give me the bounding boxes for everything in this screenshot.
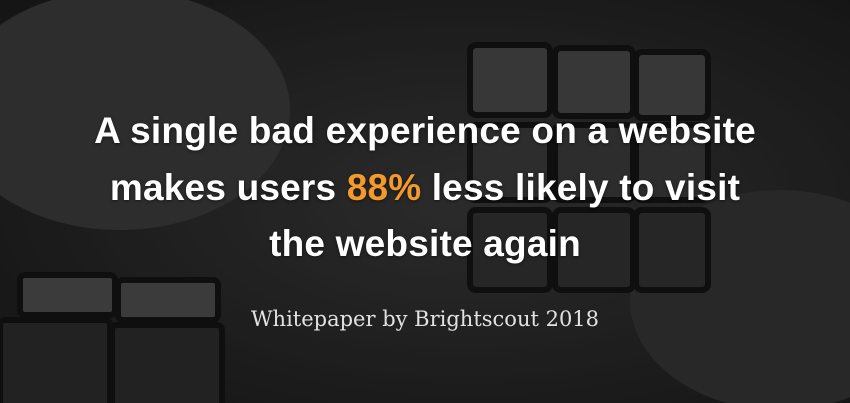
hand-shape [0, 0, 290, 230]
cube [467, 42, 711, 293]
headline-line: makes users 88% less likely to visit [0, 167, 850, 209]
headline-text: makes users [109, 167, 337, 208]
source: Whitepaper by Brightscout 2018 [250, 307, 600, 331]
small-cube [0, 272, 225, 403]
highlight-stat: 88% [346, 167, 422, 208]
headline-line: A single bad experience on a website [94, 110, 756, 151]
headline-line: the website again [269, 223, 581, 264]
headline-text: less likely to visit [431, 167, 741, 208]
